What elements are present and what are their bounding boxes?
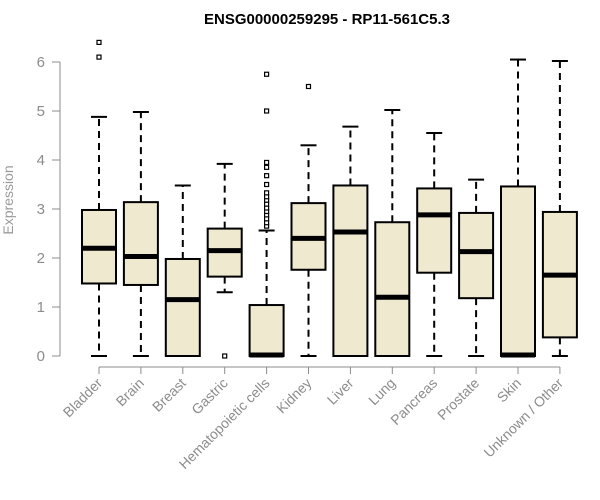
- x-tick-label: Bladder: [60, 375, 106, 421]
- iqr-box: [500, 185, 536, 357]
- box-8: [374, 109, 411, 357]
- iqr-box: [248, 304, 285, 358]
- box-11: [500, 58, 536, 358]
- y-tick-label: 3: [37, 201, 45, 218]
- x-tick-label: Kidney: [273, 375, 315, 417]
- x-tick-label: Unknown / Other: [480, 375, 566, 461]
- outlier-point: [264, 164, 270, 170]
- x-tick-label: Pancreas: [387, 375, 440, 428]
- box-10: [458, 178, 495, 357]
- outlier-point: [222, 353, 228, 359]
- boxplot-series: [81, 39, 578, 359]
- y-tick-label: 4: [37, 152, 45, 169]
- iqr-box: [332, 184, 369, 357]
- outlier-point: [264, 181, 270, 188]
- outlier-point: [264, 173, 270, 179]
- outlier-point: [264, 159, 270, 166]
- y-axis: 0 1 2 3 4 5 6: [37, 54, 61, 365]
- y-tick-label: 2: [37, 250, 45, 267]
- y-tick-label: 1: [37, 299, 45, 316]
- box-2: [122, 110, 159, 357]
- chart-title: ENSG00000259295 - RP11-561C5.3: [204, 11, 450, 28]
- box-12: [541, 60, 578, 357]
- box-7: [332, 125, 369, 357]
- outlier-point: [264, 190, 270, 196]
- iqr-box: [416, 187, 453, 274]
- y-tick-label: 0: [37, 348, 45, 365]
- box-9: [416, 132, 453, 357]
- iqr-box: [458, 211, 495, 300]
- box-4: [206, 162, 243, 359]
- outlier-point: [264, 108, 270, 114]
- iqr-box: [122, 201, 159, 286]
- x-tick-label: Breast: [149, 375, 189, 415]
- box-5: [248, 71, 285, 358]
- x-tick-label: Skin: [494, 375, 525, 406]
- y-tick-label: 5: [37, 103, 45, 120]
- x-tick-label: Prostate: [434, 375, 482, 423]
- outlier-point: [96, 54, 102, 60]
- iqr-box: [374, 221, 411, 357]
- outlier-point: [96, 39, 102, 46]
- box-1: [81, 39, 117, 357]
- outlier-point: [305, 83, 312, 90]
- x-tick-label: Brain: [113, 375, 147, 409]
- x-tick-label: Lung: [365, 375, 398, 408]
- iqr-box: [164, 257, 201, 358]
- box-6: [290, 83, 327, 357]
- x-tick-label: Liver: [324, 375, 357, 408]
- y-axis-label: Expression: [0, 165, 16, 234]
- box-3: [164, 184, 201, 358]
- y-tick-label: 6: [37, 54, 45, 71]
- outlier-point: [264, 71, 270, 77]
